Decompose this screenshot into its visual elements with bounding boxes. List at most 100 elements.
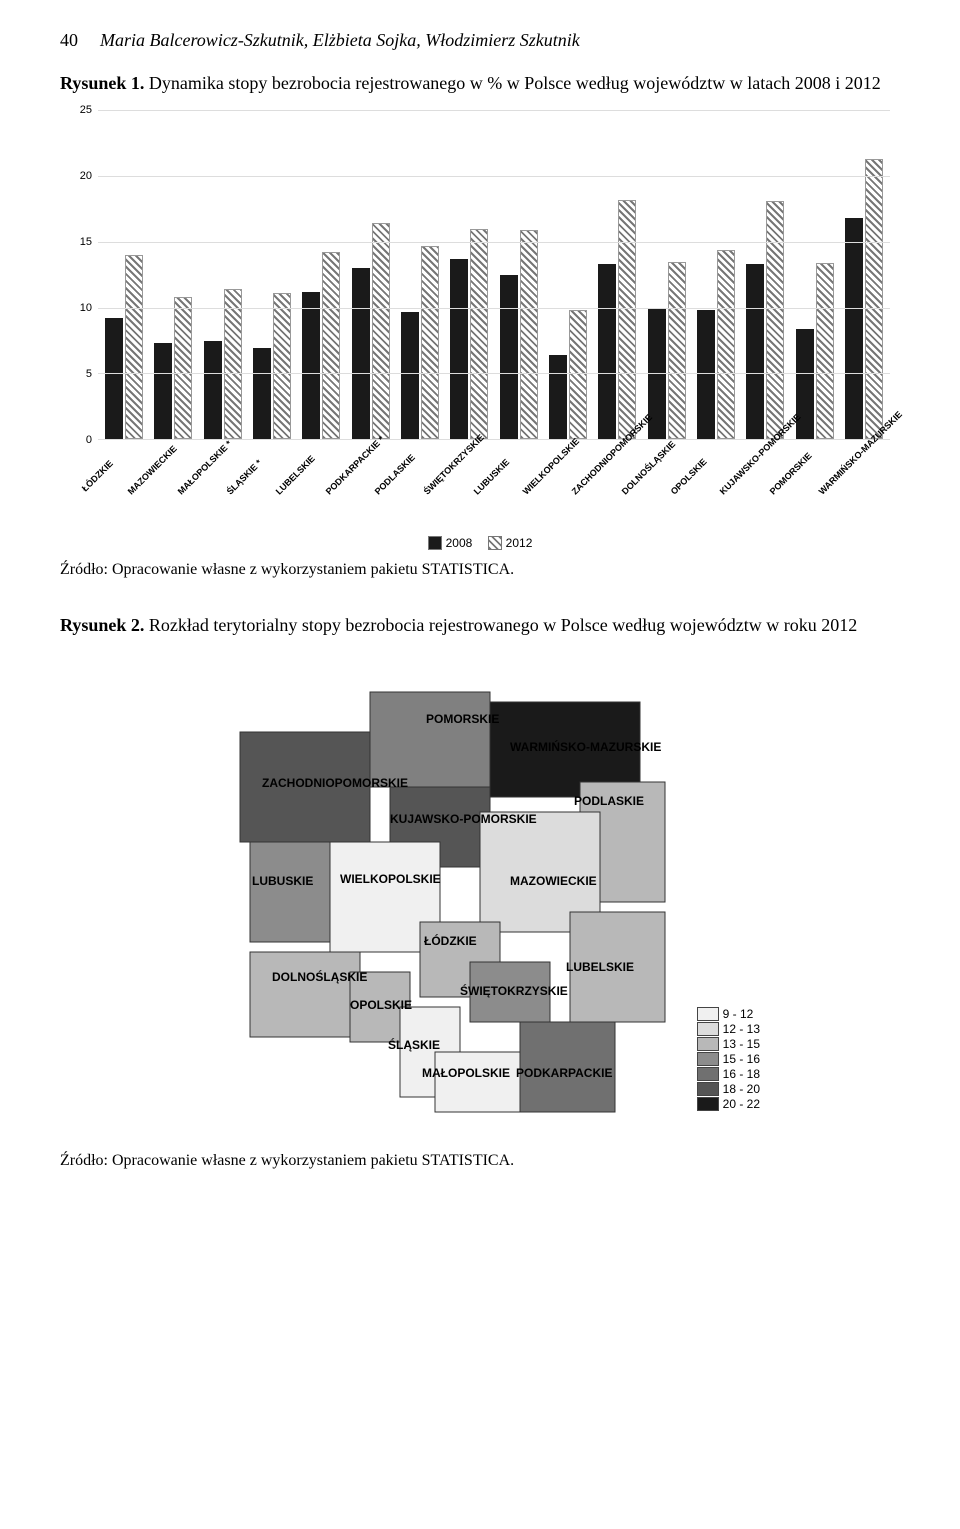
bar [520, 230, 538, 439]
figure2-source: Źródło: Opracowanie własne z wykorzystan… [60, 1152, 900, 1170]
bar [154, 343, 172, 439]
map-legend-row: 20 - 22 [697, 1097, 760, 1111]
bar [174, 297, 192, 439]
page-header: 40 Maria Balcerowicz-Szkutnik, Elżbieta … [60, 30, 900, 51]
map-legend-label: 12 - 13 [723, 1022, 760, 1036]
figure1-source: Źródło: Opracowanie własne z wykorzystan… [60, 561, 900, 579]
map-region [250, 842, 330, 942]
bar [717, 250, 735, 440]
region-label: PODLASKIE [574, 794, 644, 808]
bar [253, 348, 271, 439]
bar [569, 310, 587, 439]
map-legend-row: 18 - 20 [697, 1082, 760, 1096]
bar-group [398, 110, 442, 439]
bar-group [645, 110, 689, 439]
map-legend-label: 15 - 16 [723, 1052, 760, 1066]
map-legend-row: 16 - 18 [697, 1067, 760, 1081]
bar-group [201, 110, 245, 439]
figure1-title: Rysunek 1. Dynamika stopy bezrobocia rej… [60, 71, 900, 96]
map-legend-label: 16 - 18 [723, 1067, 760, 1081]
x-axis-labels: ŁÓDZKIEMAZOWIECKIEMAŁOPOLSKIE *ŚLĄSKIE *… [98, 440, 890, 530]
bar [224, 289, 242, 439]
map-legend-swatch-icon [697, 1037, 719, 1051]
bar-group [595, 110, 639, 439]
region-label: LUBUSKIE [252, 874, 313, 888]
bar [470, 229, 488, 440]
page-number: 40 [60, 30, 100, 51]
region-label: POMORSKIE [426, 712, 499, 726]
bar [125, 255, 143, 439]
authors: Maria Balcerowicz-Szkutnik, Elżbieta Soj… [100, 30, 580, 51]
bar [549, 355, 567, 439]
region-label: ZACHODNIOPOMORSKIE [262, 776, 408, 790]
bar-group [299, 110, 343, 439]
map-legend-swatch-icon [697, 1052, 719, 1066]
y-tick: 0 [86, 434, 92, 446]
region-label: ŚWIĘTOKRZYSKIE [460, 984, 568, 998]
region-label: ŚLĄSKIE [388, 1038, 440, 1052]
choropleth-map: POMORSKIE WARMIŃSKO-MAZURSKIE ZACHODNIOPOM… [200, 652, 760, 1142]
bar-group [250, 110, 294, 439]
bars-area [98, 110, 890, 439]
y-tick: 20 [80, 170, 92, 182]
region-label: MAŁOPOLSKIE [422, 1066, 510, 1080]
map-legend: 9 - 1212 - 1313 - 1515 - 1616 - 1818 - 2… [697, 1007, 760, 1112]
region-label: WARMIŃSKO-MAZURSKIE [510, 740, 661, 754]
map-legend-row: 13 - 15 [697, 1037, 760, 1051]
bar [668, 262, 686, 440]
region-label: WIELKOPOLSKIE [340, 872, 441, 886]
bar [401, 312, 419, 440]
bar [352, 268, 370, 439]
map-legend-label: 20 - 22 [723, 1097, 760, 1111]
map-legend-swatch-icon [697, 1097, 719, 1111]
bar-group [349, 110, 393, 439]
bar [697, 310, 715, 439]
map-region [370, 692, 490, 787]
bar-group [694, 110, 738, 439]
region-label: PODKARPACKIE [516, 1066, 612, 1080]
bar [372, 223, 390, 439]
bar [273, 293, 291, 439]
region-label: OPOLSKIE [350, 998, 412, 1012]
bar-group [546, 110, 590, 439]
region-label: LUBELSKIE [566, 960, 634, 974]
map-legend-row: 15 - 16 [697, 1052, 760, 1066]
bar-group [497, 110, 541, 439]
bar-group [447, 110, 491, 439]
figure2-title: Rysunek 2. Rozkład terytorialny stopy be… [60, 613, 900, 638]
y-tick: 5 [86, 368, 92, 380]
map-legend-swatch-icon [697, 1067, 719, 1081]
bar [766, 201, 784, 439]
map-legend-row: 9 - 12 [697, 1007, 760, 1021]
y-tick: 10 [80, 302, 92, 314]
region-label: MAZOWIECKIE [510, 874, 597, 888]
bar [450, 259, 468, 439]
bar-group [151, 110, 195, 439]
bar [865, 159, 883, 439]
bar-group [102, 110, 146, 439]
map-legend-swatch-icon [697, 1082, 719, 1096]
map-legend-label: 13 - 15 [723, 1037, 760, 1051]
bar [618, 200, 636, 440]
bar [746, 264, 764, 439]
bar-group [743, 110, 787, 439]
map-legend-swatch-icon [697, 1007, 719, 1021]
y-tick: 15 [80, 236, 92, 248]
bar [598, 264, 616, 439]
bar-group [842, 110, 886, 439]
bar [105, 318, 123, 439]
map-legend-label: 18 - 20 [723, 1082, 760, 1096]
bar [421, 246, 439, 439]
region-label: KUJAWSKO-POMORSKIE [390, 812, 537, 826]
bar-chart: 0510152025 ŁÓDZKIEMAZOWIECKIEMAŁOPOLSKIE… [60, 110, 900, 530]
bar [204, 341, 222, 440]
map-legend-row: 12 - 13 [697, 1022, 760, 1036]
y-tick: 25 [80, 104, 92, 116]
map-legend-swatch-icon [697, 1022, 719, 1036]
y-axis: 0510152025 [60, 110, 96, 440]
bar [322, 252, 340, 439]
map-region [250, 952, 360, 1037]
map-legend-label: 9 - 12 [723, 1007, 754, 1021]
region-label: ŁÓDZKIE [424, 934, 477, 948]
bar [500, 275, 518, 440]
